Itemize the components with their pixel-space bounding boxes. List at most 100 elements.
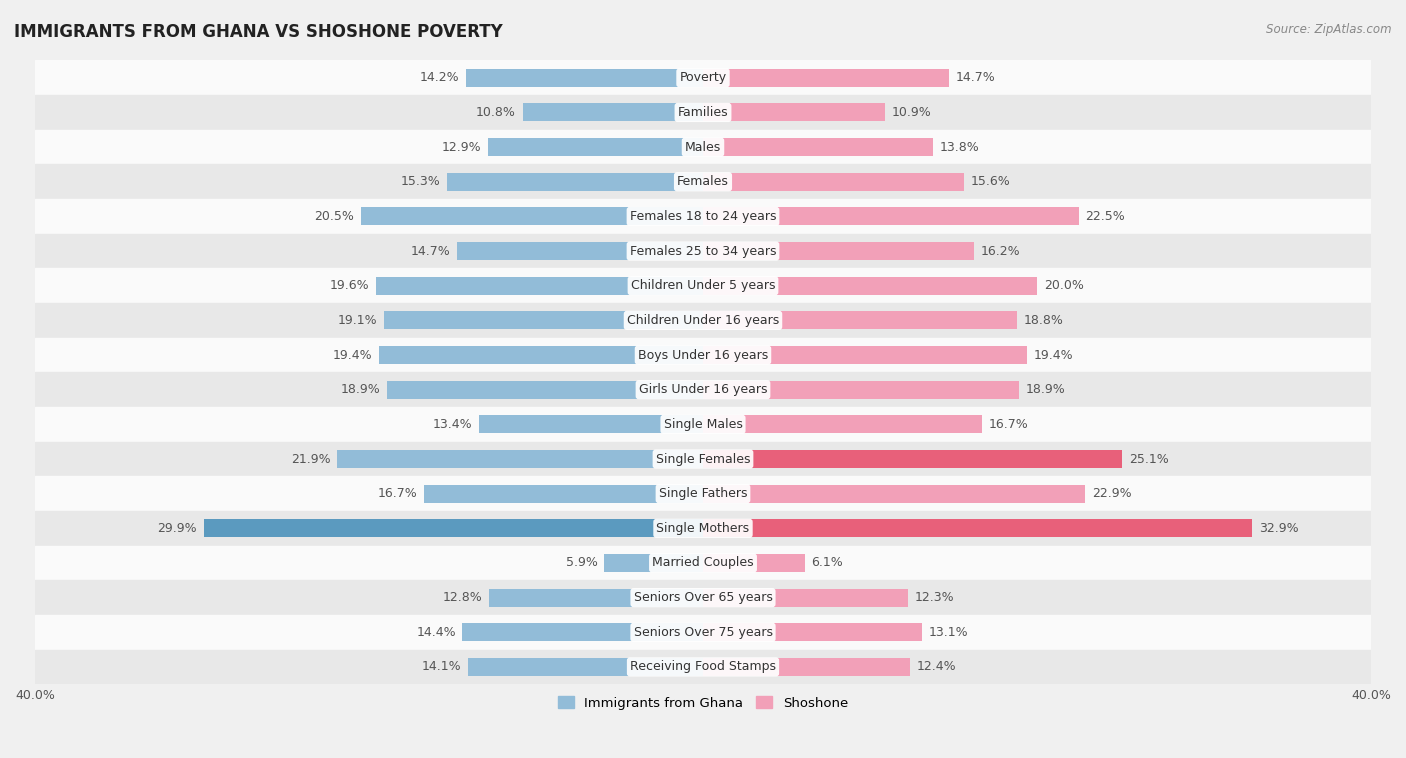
Bar [35,164,1371,199]
Text: 10.9%: 10.9% [891,106,932,119]
Bar [35,650,1371,684]
Bar [35,130,1371,164]
Bar [35,546,1371,581]
Text: Seniors Over 75 years: Seniors Over 75 years [634,626,772,639]
Bar [384,312,703,330]
Text: 13.4%: 13.4% [433,418,472,431]
Bar [703,69,949,87]
Text: 20.5%: 20.5% [314,210,354,223]
Text: 16.2%: 16.2% [980,245,1019,258]
Bar [488,138,703,156]
Text: 14.1%: 14.1% [422,660,461,673]
Bar [35,615,1371,650]
Bar [35,407,1371,442]
Bar [703,103,884,121]
Bar [703,623,922,641]
Text: 19.4%: 19.4% [333,349,373,362]
Bar [35,372,1371,407]
Text: 12.9%: 12.9% [441,141,481,154]
Text: 13.1%: 13.1% [928,626,969,639]
Text: Receiving Food Stamps: Receiving Food Stamps [630,660,776,673]
Bar [605,554,703,572]
Text: Females 18 to 24 years: Females 18 to 24 years [630,210,776,223]
Bar [703,658,910,676]
Bar [35,268,1371,303]
Bar [35,476,1371,511]
Text: Females 25 to 34 years: Females 25 to 34 years [630,245,776,258]
Text: Single Females: Single Females [655,453,751,465]
Bar [35,61,1371,96]
Bar [489,589,703,606]
Legend: Immigrants from Ghana, Shoshone: Immigrants from Ghana, Shoshone [553,691,853,715]
Text: 18.8%: 18.8% [1024,314,1063,327]
Bar [375,277,703,295]
Bar [703,589,908,606]
Text: 18.9%: 18.9% [1025,384,1066,396]
Text: 16.7%: 16.7% [378,487,418,500]
Bar [380,346,703,364]
Bar [468,658,703,676]
Bar [703,519,1253,537]
Bar [35,581,1371,615]
Bar [35,96,1371,130]
Text: Poverty: Poverty [679,71,727,84]
Text: 14.7%: 14.7% [955,71,995,84]
Text: Seniors Over 65 years: Seniors Over 65 years [634,591,772,604]
Text: IMMIGRANTS FROM GHANA VS SHOSHONE POVERTY: IMMIGRANTS FROM GHANA VS SHOSHONE POVERT… [14,23,503,41]
Bar [703,138,934,156]
Text: Source: ZipAtlas.com: Source: ZipAtlas.com [1267,23,1392,36]
Text: Single Males: Single Males [664,418,742,431]
Bar [35,338,1371,372]
Text: Males: Males [685,141,721,154]
Text: 14.4%: 14.4% [416,626,456,639]
Text: Families: Families [678,106,728,119]
Text: 21.9%: 21.9% [291,453,330,465]
Text: 22.9%: 22.9% [1092,487,1132,500]
Text: 22.5%: 22.5% [1085,210,1125,223]
Text: 19.4%: 19.4% [1033,349,1073,362]
Bar [337,450,703,468]
Bar [703,173,963,191]
Bar [463,623,703,641]
Text: Single Fathers: Single Fathers [659,487,747,500]
Bar [703,242,973,260]
Text: 14.2%: 14.2% [419,71,460,84]
Text: 25.1%: 25.1% [1129,453,1168,465]
Text: 12.4%: 12.4% [917,660,956,673]
Text: 5.9%: 5.9% [565,556,598,569]
Bar [35,442,1371,476]
Bar [523,103,703,121]
Bar [387,381,703,399]
Bar [703,415,981,434]
Text: 12.3%: 12.3% [915,591,955,604]
Text: Married Couples: Married Couples [652,556,754,569]
Text: 19.1%: 19.1% [337,314,377,327]
Text: Children Under 16 years: Children Under 16 years [627,314,779,327]
Bar [425,484,703,503]
Bar [703,312,1017,330]
Bar [35,199,1371,233]
Bar [703,450,1122,468]
Bar [479,415,703,434]
Bar [703,346,1026,364]
Text: 20.0%: 20.0% [1043,279,1084,293]
Bar [703,277,1038,295]
Text: Girls Under 16 years: Girls Under 16 years [638,384,768,396]
Bar [447,173,703,191]
Text: Single Mothers: Single Mothers [657,522,749,535]
Text: Females: Females [678,175,728,188]
Text: 19.6%: 19.6% [329,279,368,293]
Bar [204,519,703,537]
Text: 15.6%: 15.6% [970,175,1010,188]
Text: 16.7%: 16.7% [988,418,1028,431]
Text: Children Under 5 years: Children Under 5 years [631,279,775,293]
Text: 12.8%: 12.8% [443,591,482,604]
Bar [703,484,1085,503]
Text: 6.1%: 6.1% [811,556,844,569]
Text: 13.8%: 13.8% [941,141,980,154]
Text: 10.8%: 10.8% [477,106,516,119]
Text: 15.3%: 15.3% [401,175,441,188]
Text: 18.9%: 18.9% [340,384,381,396]
Text: 14.7%: 14.7% [411,245,451,258]
Bar [360,208,703,225]
